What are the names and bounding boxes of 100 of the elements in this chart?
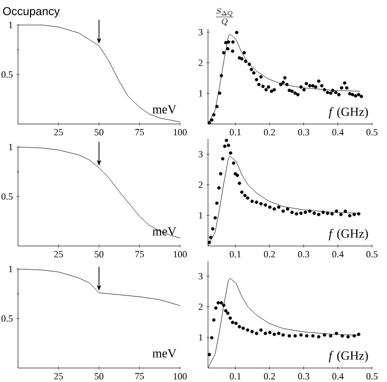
point — [218, 172, 222, 176]
point — [236, 174, 240, 178]
point — [277, 332, 280, 336]
point — [288, 88, 292, 92]
x-tick-label: 50 — [94, 373, 104, 380]
x-tick-label: 0.5 — [366, 251, 378, 258]
point — [268, 205, 272, 209]
point — [217, 186, 221, 190]
y-tick-label: 1 — [199, 212, 202, 219]
point — [210, 336, 214, 340]
point — [254, 78, 258, 82]
point — [209, 236, 212, 240]
point — [344, 209, 348, 213]
point — [222, 51, 226, 54]
point — [224, 40, 228, 44]
point — [259, 328, 263, 332]
point — [334, 332, 338, 336]
point — [257, 82, 261, 86]
point — [208, 121, 212, 124]
point — [213, 216, 217, 220]
point — [228, 151, 232, 155]
point — [215, 201, 219, 205]
point — [277, 205, 280, 209]
x-tick-label: 50 — [94, 129, 104, 136]
point — [211, 227, 214, 231]
point — [228, 316, 232, 320]
point — [238, 56, 242, 60]
point — [354, 94, 358, 98]
point — [226, 40, 230, 44]
point — [230, 49, 234, 53]
point — [356, 332, 360, 336]
point — [248, 62, 252, 66]
y-tick-label: 1 — [9, 22, 12, 28]
y-tick-label: 2 — [198, 182, 202, 188]
point — [334, 209, 338, 213]
point — [314, 85, 318, 89]
x-axis-title: f (GHz) — [328, 107, 368, 119]
point — [342, 81, 346, 85]
point — [242, 51, 246, 54]
x-axis-title: f (GHz) — [328, 350, 368, 362]
point — [208, 240, 212, 244]
point — [231, 40, 235, 44]
y-tick-label: 2 — [198, 304, 202, 310]
point — [317, 212, 320, 216]
point — [250, 330, 254, 334]
point — [290, 90, 294, 93]
point — [252, 71, 256, 75]
point — [337, 92, 341, 96]
x-tick-label: 0.2 — [264, 129, 275, 136]
point — [340, 334, 344, 338]
y-tick-label: 2 — [198, 60, 202, 66]
point — [326, 90, 330, 94]
point — [215, 104, 219, 108]
point — [299, 333, 303, 337]
point — [250, 68, 254, 72]
point — [218, 91, 222, 95]
point — [272, 207, 276, 211]
x-tick-label: 0.5 — [366, 373, 378, 380]
point — [285, 82, 289, 86]
point — [317, 335, 320, 338]
point — [328, 334, 332, 338]
x-tick-label: 0.4 — [332, 129, 344, 136]
point — [220, 301, 224, 305]
point — [208, 352, 212, 356]
point — [299, 85, 303, 89]
y-tick-label: 1 — [199, 334, 202, 341]
x-tick-label: 0.1 — [230, 129, 241, 136]
y-tick-label: 0.5 — [2, 315, 13, 322]
point — [246, 196, 250, 200]
point — [281, 209, 285, 213]
x-tick-label: 0.3 — [298, 251, 310, 258]
point — [210, 118, 214, 122]
point — [268, 330, 272, 334]
x-tick-label: 0.4 — [332, 373, 344, 380]
x-tick-label: 50 — [94, 251, 104, 258]
y-tick-label: 3 — [198, 29, 203, 36]
point — [348, 214, 352, 218]
point — [326, 212, 330, 215]
x-axis-title: meV — [152, 105, 176, 114]
point — [264, 88, 268, 92]
x-tick-label: 0.3 — [298, 129, 310, 136]
point — [290, 210, 294, 214]
point — [220, 74, 224, 78]
point — [216, 301, 220, 305]
point — [293, 334, 297, 338]
point — [322, 88, 326, 92]
y-tick-label: 0.5 — [2, 193, 13, 200]
point — [234, 322, 238, 326]
point — [352, 334, 356, 338]
point — [305, 334, 308, 338]
x-tick-label: 25 — [54, 129, 63, 136]
y-tick-label: 3 — [198, 273, 203, 280]
point — [348, 92, 352, 96]
x-axis-title: meV — [152, 349, 176, 358]
point — [279, 82, 282, 86]
point — [304, 210, 308, 214]
point — [356, 92, 360, 96]
point — [352, 212, 356, 216]
point — [272, 88, 276, 92]
chart-title: Occupancy — [3, 7, 60, 18]
